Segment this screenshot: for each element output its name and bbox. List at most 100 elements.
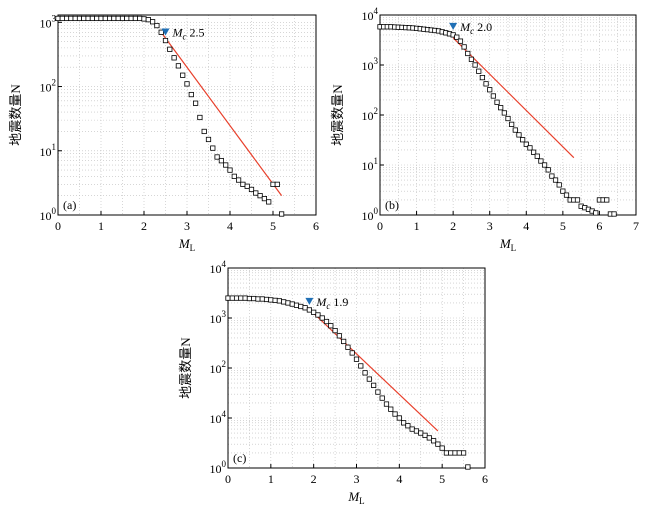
data-point (563, 192, 570, 198)
panel-label: (c) (233, 451, 246, 465)
data-point (549, 173, 555, 179)
y-tick-label: 100 (40, 206, 57, 223)
data-point (336, 333, 342, 339)
data-point (468, 56, 475, 62)
data-point (94, 15, 100, 22)
data-point (229, 295, 235, 301)
data-point (611, 211, 617, 217)
data-point (298, 303, 304, 310)
data-point (248, 186, 255, 193)
y-tick-label: 103 (362, 56, 379, 73)
x-tick-label: 1 (98, 219, 104, 233)
data-point (72, 15, 78, 22)
data-point (315, 312, 321, 318)
data-point (323, 318, 330, 325)
x-axis-label: ML (499, 236, 516, 253)
y-tick-label: 101 (362, 156, 379, 173)
x-tick-label: 4 (227, 219, 233, 233)
data-point (460, 450, 467, 456)
x-axis-label: ML (347, 489, 364, 506)
data-point (574, 197, 581, 203)
data-point (392, 411, 398, 417)
data-point (240, 181, 246, 187)
mc-marker (305, 297, 314, 305)
data-point (328, 323, 334, 329)
data-point (119, 15, 126, 22)
data-point (255, 296, 261, 302)
data-point (418, 430, 424, 436)
data-point (192, 100, 199, 106)
data-point (158, 29, 164, 35)
data-point (111, 15, 117, 22)
data-point (285, 300, 291, 306)
data-point (132, 15, 138, 22)
data-point (171, 55, 177, 61)
data-point (68, 15, 74, 22)
data-point (55, 15, 61, 22)
x-tick-label: 3 (354, 472, 360, 486)
data-point (253, 190, 259, 196)
data-point (257, 193, 263, 199)
data-point (552, 177, 559, 183)
data-point (107, 15, 113, 22)
data-point (81, 15, 87, 22)
data-point (345, 344, 351, 350)
data-point (266, 199, 272, 205)
data-point (59, 15, 65, 22)
y-tick-label: 100 (210, 459, 227, 476)
data-point (383, 401, 390, 407)
y-tick-label: 102 (40, 78, 57, 95)
data-point (242, 295, 248, 301)
data-point (527, 145, 533, 151)
data-point (465, 464, 471, 470)
data-point (396, 415, 402, 421)
data-point (319, 315, 325, 321)
chart-panel-c: 0 1 2 3 4 5 6 100 104 102 103 104 ML 地震数量N (c) Mc 1.9 (178, 259, 488, 506)
y-tick-label: 104 (362, 6, 379, 23)
data-point (293, 302, 300, 308)
fit-line (452, 37, 575, 159)
data-point (401, 420, 407, 426)
y-axis-label: 地震数量N (8, 84, 23, 146)
data-point (289, 301, 295, 307)
data-point (501, 110, 507, 116)
data-point (231, 173, 237, 179)
data-point (448, 450, 454, 456)
data-point (593, 210, 599, 216)
x-tick-label: 1 (414, 219, 420, 233)
data-point (246, 295, 253, 302)
x-tick-label: 7 (633, 219, 639, 233)
data-point (167, 46, 173, 52)
data-point (302, 305, 308, 311)
x-tick-label: 2 (450, 219, 456, 233)
data-point (426, 435, 432, 441)
data-point (154, 22, 160, 29)
data-point (272, 297, 278, 303)
data-point (233, 295, 240, 301)
data-point (149, 19, 156, 25)
x-tick-label: 4 (396, 472, 402, 486)
fit-line (308, 308, 439, 432)
data-point (454, 34, 460, 40)
x-tick-label: 3 (487, 219, 493, 233)
data-point (538, 158, 544, 164)
mc-label: Mc 1.9 (315, 295, 348, 311)
data-point (349, 350, 355, 356)
data-point (218, 158, 224, 164)
data-point (214, 154, 220, 160)
data-point (210, 145, 216, 151)
data-point (162, 37, 169, 44)
data-point (439, 445, 445, 451)
data-point (375, 389, 381, 395)
data-point (505, 115, 511, 122)
data-point (145, 17, 151, 23)
data-point (188, 91, 194, 98)
y-axis-label: 地震数量N (178, 337, 193, 399)
x-tick-label: 3 (184, 219, 190, 233)
mc-label: Mc 2.0 (459, 20, 492, 36)
fit-line (160, 31, 283, 197)
x-tick-label: 2 (141, 219, 147, 233)
mc-label: Mc 2.5 (172, 26, 205, 42)
x-axis-label: ML (178, 236, 195, 253)
x-tick-label: 6 (596, 219, 602, 233)
